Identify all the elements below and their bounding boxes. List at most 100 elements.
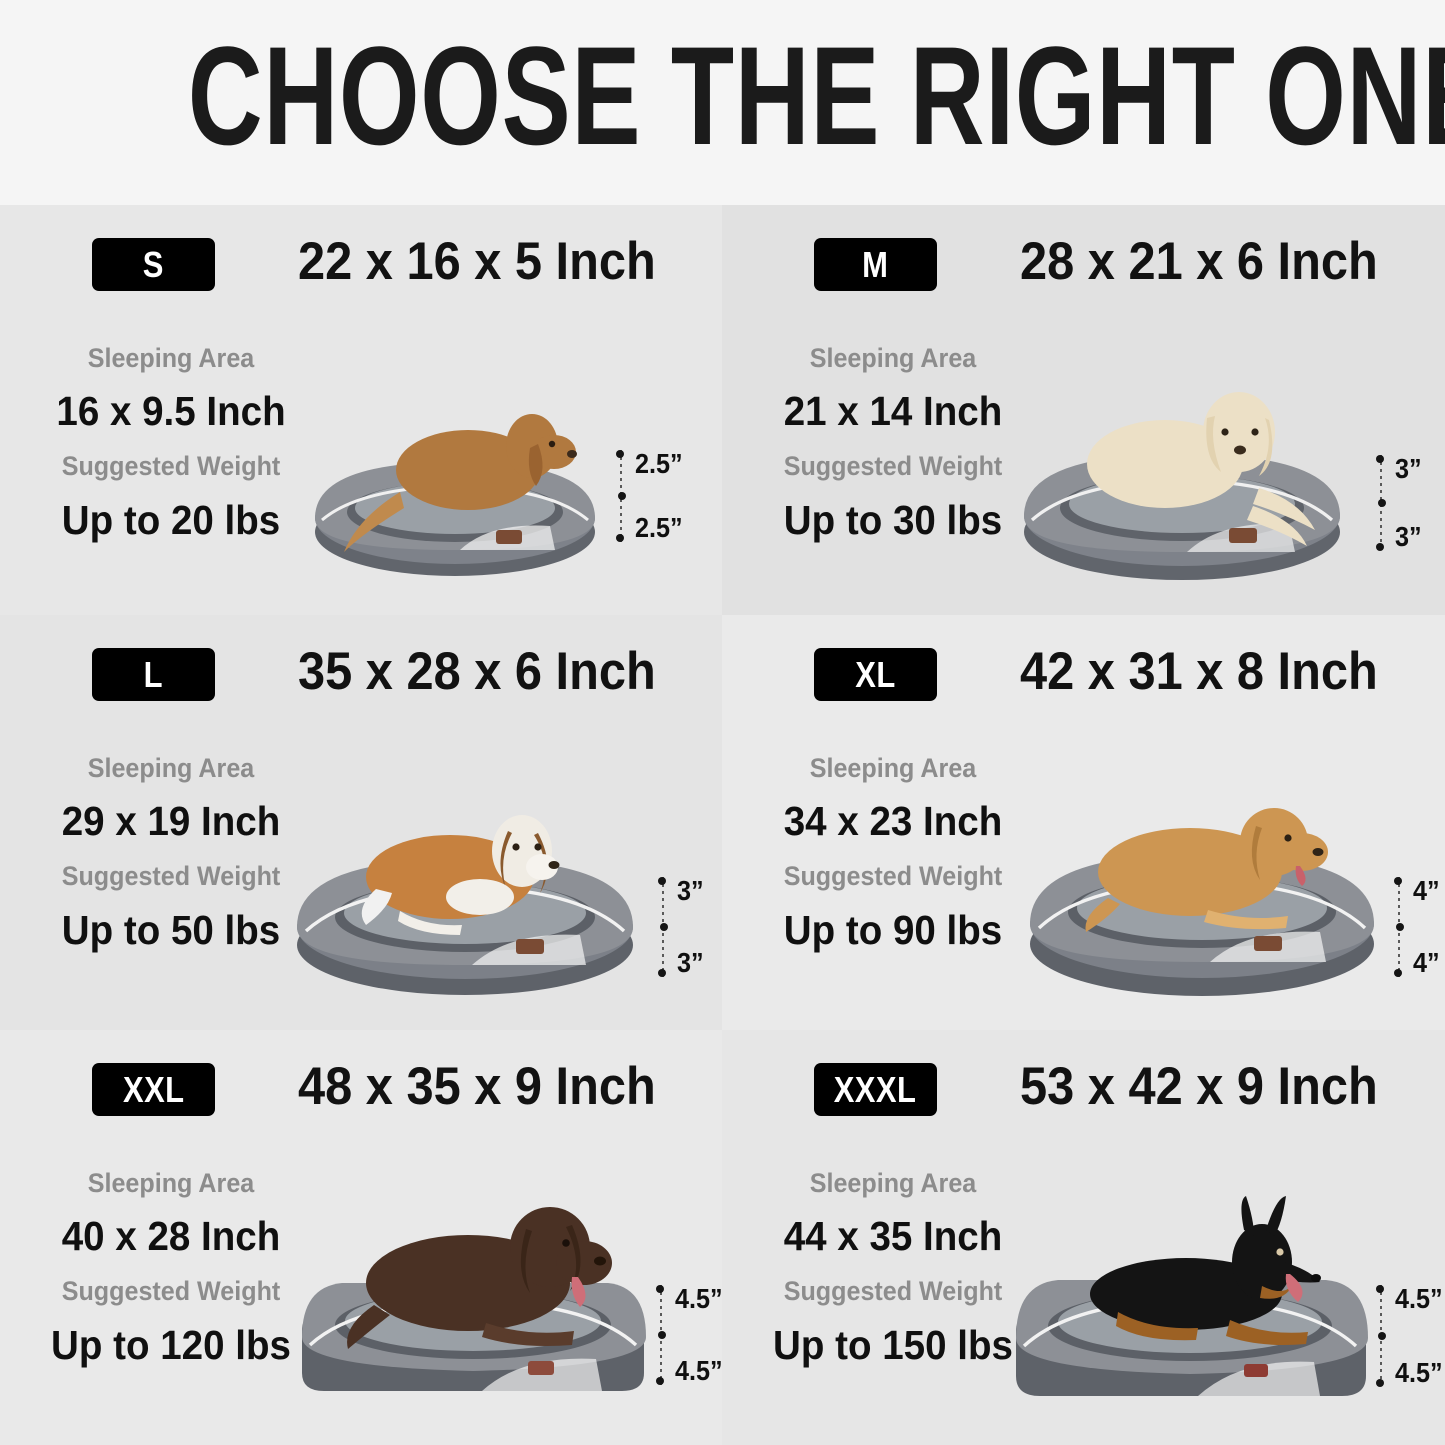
spec-stack: Sleeping Area 40 x 28 Inch Suggested Wei… xyxy=(36,1170,306,1366)
caliper-dot-bottom xyxy=(655,1377,664,1385)
sleeping-area-label: Sleeping Area xyxy=(809,753,977,783)
sleeping-area-label: Sleeping Area xyxy=(809,343,977,373)
suggested-weight-value: Up to 90 lbs xyxy=(783,907,1003,953)
suggested-weight-label: Suggested Weight xyxy=(61,451,281,481)
suggested-weight-value: Up to 30 lbs xyxy=(783,497,1003,543)
suggested-weight-label: Suggested Weight xyxy=(783,861,1003,891)
caliper-dot-middle xyxy=(658,1331,666,1339)
size-badge-m: M xyxy=(814,238,937,291)
size-badge-label: XXXL xyxy=(834,1068,917,1110)
dog-bed-illustration xyxy=(278,1195,668,1420)
size-cell-xl[interactable]: XL 42 x 31 x 8 Inch Sleeping Area 34 x 2… xyxy=(722,615,1445,1030)
caliper-dot-top xyxy=(1375,1285,1384,1293)
dog-bed-illustration xyxy=(300,400,610,585)
thickness-top-value: 4.5” xyxy=(675,1283,722,1314)
size-badge-xxl: XXL xyxy=(92,1063,215,1116)
sleeping-area-label: Sleeping Area xyxy=(87,753,255,783)
caliper-dot-middle xyxy=(1396,923,1404,931)
caliper-dot-top xyxy=(657,877,666,885)
thickness-bottom-value: 2.5” xyxy=(635,512,683,543)
thickness-bottom-value: 4.5” xyxy=(675,1355,722,1386)
dog-bed-illustration xyxy=(990,1190,1390,1425)
suggested-weight-value: Up to 150 lbs xyxy=(773,1322,1013,1368)
thickness-top-value: 3” xyxy=(1395,453,1422,484)
sleeping-area-value: 29 x 19 Inch xyxy=(61,798,281,844)
sleeping-area-value: 21 x 14 Inch xyxy=(783,388,1003,434)
suggested-weight-value: Up to 20 lbs xyxy=(61,497,281,543)
caliper-dot-middle xyxy=(1378,499,1386,507)
caliper-dot-top xyxy=(1375,455,1384,463)
suggested-weight-label: Suggested Weight xyxy=(61,861,281,891)
thickness-caliper: 4.5” 4.5” xyxy=(655,1283,722,1386)
caliper-dot-bottom xyxy=(657,969,666,977)
suggested-weight-label: Suggested Weight xyxy=(783,1276,1003,1306)
thickness-caliper: 4” 4” xyxy=(1393,875,1443,978)
overall-dimensions: 22 x 16 x 5 Inch xyxy=(298,232,656,291)
dog-bed-illustration xyxy=(1012,780,1392,1000)
page-header: CHOOSE THE RIGHT ONE xyxy=(0,0,1445,205)
caliper-dot-middle xyxy=(618,492,626,500)
suggested-weight-value: Up to 50 lbs xyxy=(61,907,281,953)
caliper-dot-middle xyxy=(1378,1332,1386,1340)
suggested-weight-label: Suggested Weight xyxy=(783,451,1003,481)
thickness-caliper: 2.5” 2.5” xyxy=(615,448,688,543)
thickness-top-value: 4” xyxy=(1413,875,1440,906)
overall-dimensions: 35 x 28 x 6 Inch xyxy=(298,642,656,701)
size-badge-label: XL xyxy=(855,653,896,695)
caliper-dot-bottom xyxy=(1393,969,1402,977)
overall-dimensions: 42 x 31 x 8 Inch xyxy=(1020,642,1378,701)
overall-dimensions: 28 x 21 x 6 Inch xyxy=(1020,232,1378,291)
thickness-caliper: 4.5” 4.5” xyxy=(1375,1283,1445,1388)
suggested-weight-label: Suggested Weight xyxy=(61,1276,281,1306)
caliper-dot-bottom xyxy=(1375,1379,1384,1387)
spec-stack: Sleeping Area 16 x 9.5 Inch Suggested We… xyxy=(36,345,306,541)
thickness-caliper: 3” 3” xyxy=(1375,453,1425,552)
size-cell-xxxl[interactable]: XXXL 53 x 42 x 9 Inch Sleeping Area 44 x… xyxy=(722,1030,1445,1445)
size-badge-label: M xyxy=(862,243,889,285)
size-badge-s: S xyxy=(92,238,215,291)
sleeping-area-value: 16 x 9.5 Inch xyxy=(56,388,286,434)
size-grid: S 22 x 16 x 5 Inch Sleeping Area 16 x 9.… xyxy=(0,205,1445,1445)
size-cell-xxl[interactable]: XXL 48 x 35 x 9 Inch Sleeping Area 40 x … xyxy=(0,1030,722,1445)
page-title: CHOOSE THE RIGHT ONE xyxy=(187,17,1445,174)
suggested-weight-value: Up to 120 lbs xyxy=(51,1322,291,1368)
size-badge-label: XXL xyxy=(122,1068,185,1110)
caliper-dot-top xyxy=(1393,877,1402,885)
size-badge-l: L xyxy=(92,648,215,701)
thickness-top-value: 2.5” xyxy=(635,448,683,479)
sleeping-area-value: 40 x 28 Inch xyxy=(61,1213,281,1259)
sleeping-area-label: Sleeping Area xyxy=(87,343,255,373)
size-badge-xl: XL xyxy=(814,648,937,701)
thickness-bottom-value: 3” xyxy=(1395,521,1422,552)
dog-bed-illustration xyxy=(280,785,650,1000)
size-cell-m[interactable]: M 28 x 21 x 6 Inch Sleeping Area 21 x 14… xyxy=(722,205,1445,615)
sleeping-area-label: Sleeping Area xyxy=(87,1168,255,1198)
spec-stack: Sleeping Area 44 x 35 Inch Suggested Wei… xyxy=(758,1170,1028,1366)
thickness-bottom-value: 4” xyxy=(1413,947,1440,978)
caliper-dot-bottom xyxy=(1375,543,1384,551)
thickness-top-value: 4.5” xyxy=(1395,1283,1443,1314)
size-badge-label: L xyxy=(143,653,164,695)
sleeping-area-value: 44 x 35 Inch xyxy=(783,1213,1003,1259)
dog-bed-illustration xyxy=(1007,380,1357,585)
size-cell-l[interactable]: L 35 x 28 x 6 Inch Sleeping Area 29 x 19… xyxy=(0,615,722,1030)
caliper-dot-top xyxy=(655,1285,664,1293)
size-badge-label: S xyxy=(142,243,165,285)
spec-stack: Sleeping Area 29 x 19 Inch Suggested Wei… xyxy=(36,755,306,951)
spec-stack: Sleeping Area 34 x 23 Inch Suggested Wei… xyxy=(758,755,1028,951)
overall-dimensions: 53 x 42 x 9 Inch xyxy=(1020,1057,1378,1116)
thickness-caliper: 3” 3” xyxy=(657,875,707,978)
thickness-bottom-value: 3” xyxy=(677,947,704,978)
caliper-dot-middle xyxy=(660,923,668,931)
caliper-dot-top xyxy=(615,450,624,458)
overall-dimensions: 48 x 35 x 9 Inch xyxy=(298,1057,656,1116)
spec-stack: Sleeping Area 21 x 14 Inch Suggested Wei… xyxy=(758,345,1028,541)
size-badge-xxxl: XXXL xyxy=(814,1063,937,1116)
sleeping-area-label: Sleeping Area xyxy=(809,1168,977,1198)
thickness-bottom-value: 4.5” xyxy=(1395,1357,1443,1388)
sleeping-area-value: 34 x 23 Inch xyxy=(783,798,1003,844)
thickness-top-value: 3” xyxy=(677,875,704,906)
size-cell-s[interactable]: S 22 x 16 x 5 Inch Sleeping Area 16 x 9.… xyxy=(0,205,722,615)
caliper-dot-bottom xyxy=(615,534,624,542)
